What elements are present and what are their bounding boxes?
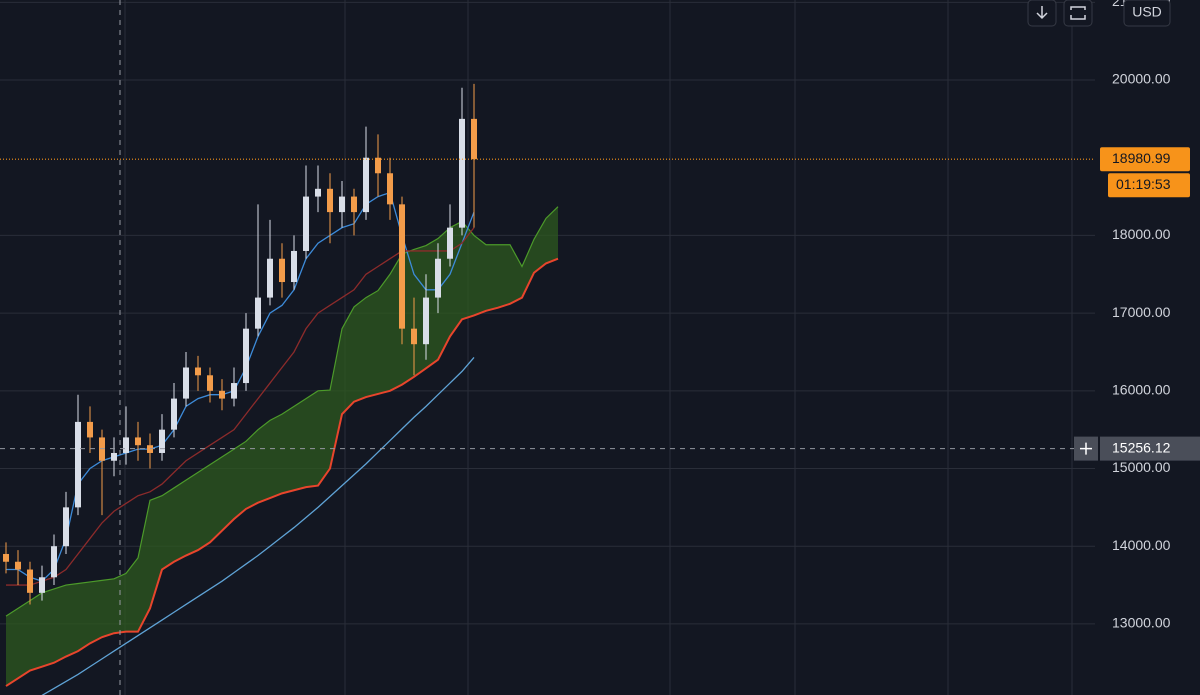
- y-tick-label: 13000.00: [1112, 615, 1171, 631]
- candle-body: [243, 328, 249, 384]
- candle-body: [111, 452, 117, 461]
- candle-body: [195, 367, 201, 376]
- candle-body: [75, 421, 81, 508]
- grid: 13000.00 14000.00 15000.00 16000.00 17000.00…: [0, 0, 1171, 631]
- currency-button[interactable]: USD: [1123, 0, 1171, 27]
- candle-body: [303, 196, 309, 251]
- candle-body: [27, 569, 33, 593]
- y-tick-label: 17000.00: [1112, 304, 1171, 320]
- candle-body: [327, 188, 333, 213]
- candle-body: [255, 297, 261, 329]
- candle-body: [87, 421, 93, 438]
- candle-body: [267, 258, 273, 298]
- candle-body: [39, 577, 45, 593]
- candle-body: [315, 188, 321, 197]
- crosshair-box: [1100, 436, 1200, 461]
- countdown-label: 01:19:53: [1116, 176, 1171, 192]
- add-alert-button[interactable]: [1074, 436, 1098, 461]
- candle-body: [231, 383, 237, 399]
- download-button[interactable]: [1027, 0, 1057, 27]
- y-tick-label: 14000.00: [1112, 537, 1171, 553]
- candle-body: [435, 258, 441, 298]
- countdown-box: [1108, 173, 1190, 198]
- y-tick-label: 15000.00: [1112, 459, 1171, 475]
- candle-body: [183, 367, 189, 399]
- candle-body: [375, 157, 381, 174]
- last-price-box: [1100, 147, 1190, 172]
- candle-body: [207, 375, 213, 391]
- candle-body: [123, 437, 129, 453]
- currency-label[interactable]: USD: [1132, 4, 1162, 20]
- candle-body: [471, 118, 477, 160]
- candle-body: [351, 196, 357, 213]
- candle-body: [339, 196, 345, 213]
- candle-body: [279, 258, 285, 283]
- fullscreen-icon: [1070, 6, 1086, 20]
- cloud-span-b: [5, 257, 559, 687]
- candle-body: [15, 561, 21, 570]
- last-price-label: 18980.99: [1112, 150, 1171, 166]
- y-tick-label: 18000.00: [1112, 226, 1171, 242]
- candle-body: [3, 553, 9, 562]
- indicator-line: [6, 227, 475, 586]
- y-tick-label: 20000.00: [1112, 71, 1171, 87]
- y-tick-label: 16000.00: [1112, 382, 1171, 398]
- candle-body: [219, 390, 225, 399]
- crosshair-label: 15256.12: [1112, 439, 1171, 455]
- candle-body: [159, 429, 165, 453]
- arrow-icon: [1036, 6, 1048, 20]
- time-grid: [124, 0, 1073, 695]
- fullscreen-button[interactable]: [1063, 0, 1093, 27]
- cloud-span-a: [5, 206, 559, 617]
- indicator-line: [41, 356, 475, 695]
- candle-body: [411, 328, 417, 345]
- candle-body: [459, 118, 465, 228]
- candle-body: [363, 157, 369, 213]
- candle-body: [387, 173, 393, 205]
- indicator-line: [6, 191, 475, 582]
- candle-body: [399, 204, 405, 329]
- button-frame[interactable]: [1063, 0, 1093, 27]
- candle-body: [291, 250, 297, 283]
- cloud-fill: [6, 206, 558, 687]
- candle-body: [447, 227, 453, 259]
- plus-icon: [1080, 442, 1092, 455]
- overlay: 18980.99 01:19:53 15256.12: [0, 147, 1200, 461]
- candle-body: [51, 546, 57, 578]
- candle-body: [171, 398, 177, 430]
- candle-body: [135, 437, 141, 446]
- button-frame[interactable]: [1123, 0, 1171, 27]
- candle-body: [63, 507, 69, 547]
- candle-body: [423, 297, 429, 345]
